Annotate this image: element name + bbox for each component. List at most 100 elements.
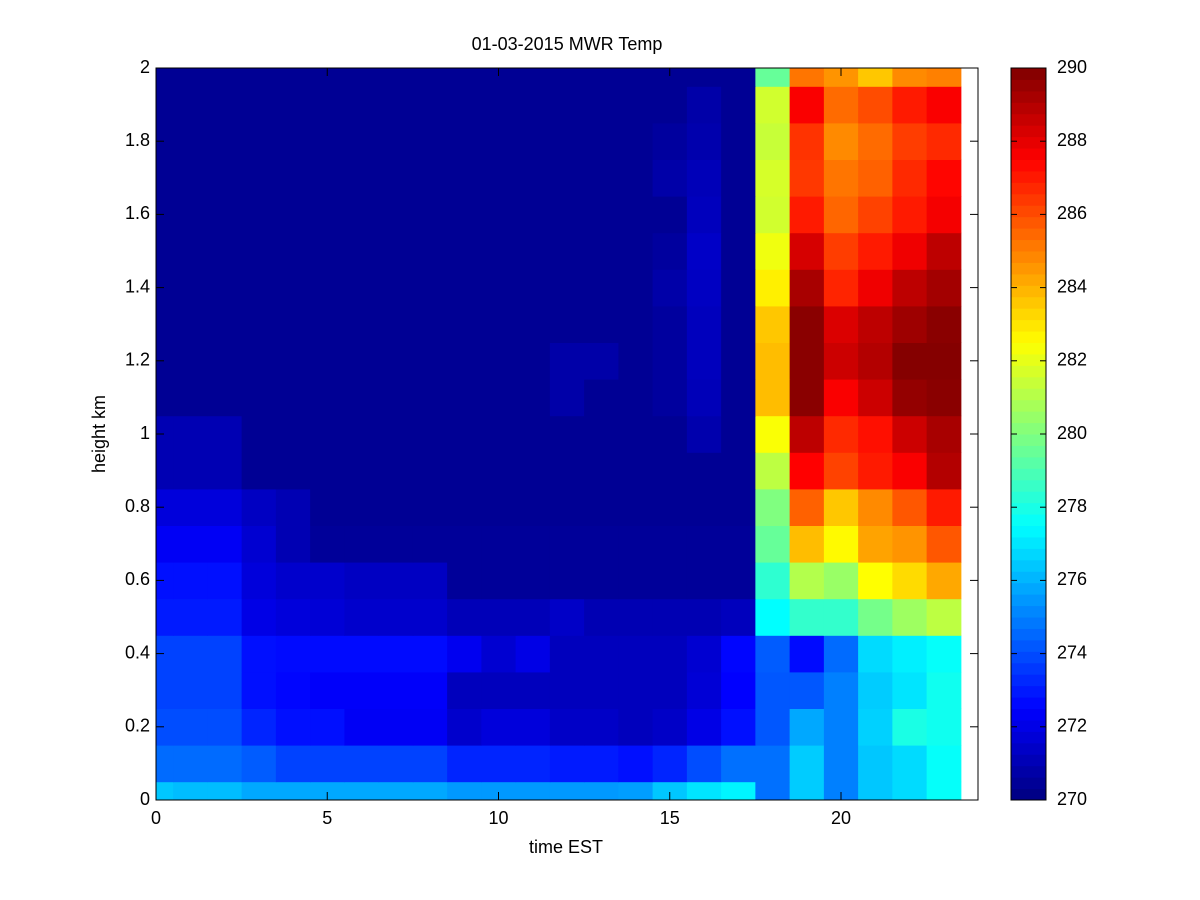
heatmap-cell (310, 68, 345, 87)
heatmap-cell (789, 305, 825, 343)
colorbar-segment (1011, 571, 1046, 584)
colorbar-segment (1011, 605, 1046, 618)
heatmap-cell (892, 671, 928, 709)
heatmap-cell (652, 379, 688, 417)
heatmap-cell (823, 196, 859, 234)
colorbar-segment (1011, 216, 1046, 229)
heatmap-cell (207, 708, 243, 746)
heatmap-cell (584, 159, 619, 197)
heatmap-cell (652, 562, 688, 600)
heatmap-cell (584, 379, 619, 417)
heatmap-cell (378, 305, 414, 343)
heatmap-cell (447, 86, 482, 124)
colorbar-segment (1011, 628, 1046, 641)
heatmap-cell (481, 159, 517, 197)
heatmap-cell (549, 635, 585, 673)
heatmap-cell (310, 745, 345, 783)
heatmap-cell (618, 525, 654, 563)
heatmap-cell (310, 269, 345, 307)
heatmap-cell (584, 562, 619, 600)
heatmap-cell (686, 598, 722, 636)
colorbar-segment (1011, 685, 1046, 698)
heatmap-cell (789, 745, 825, 783)
heatmap-cell (156, 781, 174, 800)
heatmap-cell (721, 488, 756, 526)
heatmap-cell (789, 159, 825, 197)
heatmap-cell (344, 488, 380, 526)
heatmap-cell (789, 525, 825, 563)
heatmap-cell (447, 671, 482, 709)
heatmap-cell (652, 598, 688, 636)
heatmap-cell (310, 122, 345, 160)
heatmap-cell (721, 562, 756, 600)
heatmap-cell (481, 452, 517, 490)
heatmap-cell (412, 196, 448, 234)
heatmap-cell (207, 305, 243, 343)
heatmap-cell (310, 452, 345, 490)
y-tick-label: 1.6 (125, 203, 150, 223)
heatmap-cell (584, 598, 619, 636)
heatmap-cell (721, 196, 756, 234)
heatmap-cell (652, 305, 688, 343)
heatmap-cell (926, 562, 962, 600)
heatmap-cell (275, 196, 311, 234)
heatmap-cell (241, 452, 277, 490)
heatmap-cell (549, 708, 585, 746)
heatmap-cell (378, 525, 414, 563)
heatmap-cell (755, 671, 791, 709)
heatmap-cell (584, 635, 619, 673)
heatmap-cell (721, 86, 756, 124)
colorbar-segment (1011, 468, 1046, 481)
heatmap-cell (584, 68, 619, 87)
heatmap-cell (755, 452, 791, 490)
heatmap-cell (618, 232, 654, 270)
heatmap-cell (549, 781, 585, 800)
heatmap-cell (344, 562, 380, 600)
heatmap-cell (481, 671, 517, 709)
heatmap-cell (344, 745, 380, 783)
heatmap-cell (584, 196, 619, 234)
heatmap-cell (721, 415, 756, 453)
heatmap-cell (310, 305, 345, 343)
heatmap-cell (447, 525, 482, 563)
heatmap-cell (481, 379, 517, 417)
heatmap-cell (618, 598, 654, 636)
heatmap-cell (789, 708, 825, 746)
heatmap-cell (686, 68, 722, 87)
colorbar-tick-label: 288 (1057, 130, 1087, 150)
colorbar-segment (1011, 228, 1046, 241)
heatmap-cell (926, 635, 962, 673)
heatmap-cell (156, 635, 174, 673)
heatmap-cell (584, 745, 619, 783)
heatmap-cell (275, 708, 311, 746)
colorbar-segment (1011, 136, 1046, 149)
heatmap-cell (789, 232, 825, 270)
heatmap-cell (412, 598, 448, 636)
heatmap-cell (241, 745, 277, 783)
heatmap-cell (584, 708, 619, 746)
heatmap-cell (686, 122, 722, 160)
heatmap-cell (926, 708, 962, 746)
colorbar-segment (1011, 525, 1046, 538)
heatmap-cell (618, 342, 654, 380)
heatmap-cell (344, 68, 380, 87)
heatmap-cell (412, 232, 448, 270)
heatmap-cell (515, 598, 551, 636)
heatmap-cell (618, 671, 654, 709)
heatmap-cell (858, 86, 893, 124)
heatmap-cell (412, 525, 448, 563)
heatmap-cell (618, 488, 654, 526)
colorbar-segment (1011, 411, 1046, 424)
heatmap-cell (926, 196, 962, 234)
y-tick-label: 1 (140, 423, 150, 443)
heatmap-cell (652, 342, 688, 380)
heatmap-cell (686, 562, 722, 600)
heatmap-cell (156, 415, 174, 453)
heatmap-cell (549, 598, 585, 636)
heatmap-cell (412, 488, 448, 526)
heatmap-cell (584, 415, 619, 453)
heatmap-cell (156, 269, 174, 307)
heatmap-cell (207, 671, 243, 709)
y-tick-label: 0 (140, 789, 150, 809)
heatmap-cell (207, 598, 243, 636)
